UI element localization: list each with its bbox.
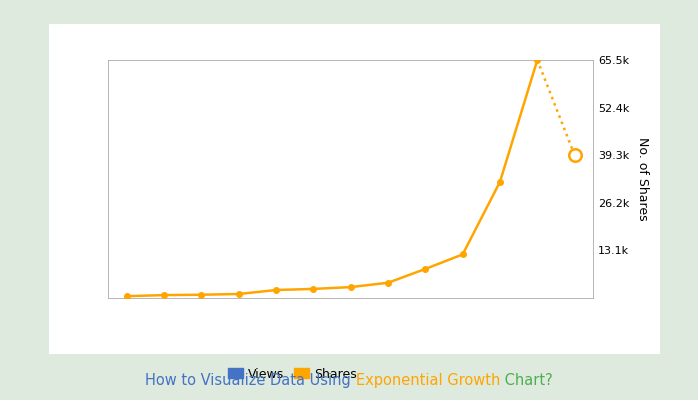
Bar (189, 291, 214, 298)
Bar (488, 182, 512, 298)
Bar (114, 295, 139, 298)
Y-axis label: No. of Shares: No. of Shares (636, 137, 649, 221)
Bar (264, 282, 288, 298)
Text: Exponential Growth: Exponential Growth (355, 373, 500, 388)
Bar (525, 60, 549, 298)
Legend: Views, Shares: Views, Shares (223, 362, 362, 386)
Bar (413, 252, 438, 298)
Bar (376, 272, 400, 298)
Y-axis label: No. of Views: No. of Views (50, 140, 64, 218)
Bar (152, 294, 177, 298)
Text: Chart?: Chart? (500, 373, 553, 388)
Bar (302, 280, 325, 298)
Text: How to Visualize Data Using: How to Visualize Data Using (145, 373, 355, 388)
Bar (451, 238, 475, 298)
X-axis label: Months: Months (328, 318, 373, 332)
Bar (227, 289, 251, 298)
Bar (339, 276, 363, 298)
